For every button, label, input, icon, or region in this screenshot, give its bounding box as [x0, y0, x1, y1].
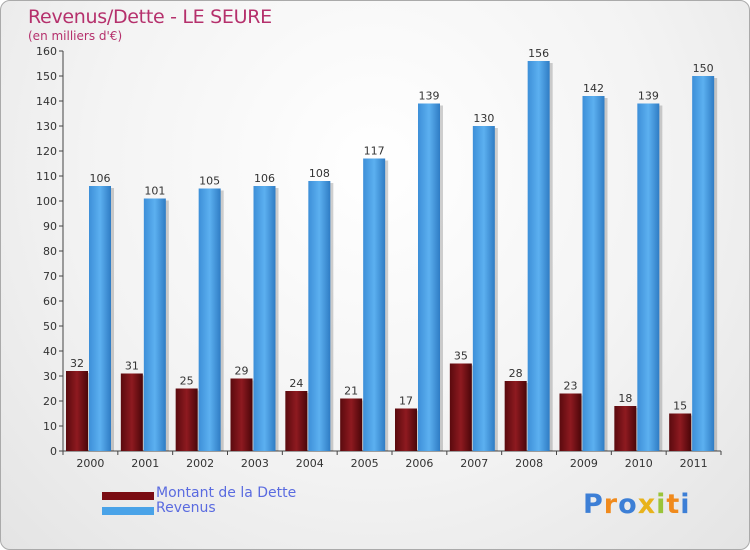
brand-letter: x	[637, 489, 657, 520]
y-tick-label: 90	[43, 220, 57, 233]
legend-swatch-debt	[102, 492, 154, 500]
data-label-debt: 17	[399, 395, 413, 408]
bar-revenus	[143, 198, 166, 451]
brand-letter: r	[603, 489, 619, 520]
data-label-revenus: 105	[199, 175, 220, 188]
y-tick-label: 80	[43, 245, 57, 258]
chart-title: Revenus/Dette - LE SEURE	[28, 6, 272, 28]
y-tick-label: 50	[43, 320, 57, 333]
bar-debt	[504, 381, 527, 451]
x-tick-label: 2003	[241, 457, 269, 470]
bar-debt	[340, 398, 363, 451]
x-tick-label: 2000	[76, 457, 104, 470]
bar-revenus	[89, 186, 111, 451]
data-label-debt: 18	[618, 392, 632, 405]
y-tick-label: 140	[36, 95, 57, 108]
brand-letter: i	[656, 489, 667, 520]
data-label-debt: 23	[564, 380, 578, 393]
x-tick-label: 2007	[460, 457, 488, 470]
data-label-revenus: 130	[473, 112, 494, 125]
chart-subtitle: (en milliers d'€)	[28, 29, 123, 43]
data-label-revenus: 106	[90, 172, 111, 185]
bar-debt	[614, 406, 637, 451]
bar-revenus	[363, 158, 386, 451]
bar-revenus	[418, 103, 440, 451]
brand-letter: o	[618, 489, 638, 520]
x-tick-label: 2010	[625, 457, 653, 470]
x-tick-label: 2001	[131, 457, 159, 470]
y-tick-label: 40	[43, 345, 57, 358]
legend-label-revenus: Revenus	[156, 500, 216, 516]
bar-debt	[559, 393, 582, 451]
y-tick-label: 100	[36, 195, 57, 208]
y-tick-label: 10	[43, 420, 57, 433]
data-label-debt: 35	[454, 350, 468, 363]
bar-debt	[66, 371, 88, 451]
bar-debt	[230, 378, 253, 451]
bar-debt	[669, 413, 692, 451]
y-tick-label: 120	[36, 145, 57, 158]
bar-debt	[285, 391, 308, 451]
bar-revenus	[637, 103, 660, 451]
bar-revenus	[472, 126, 495, 451]
data-label-revenus: 150	[693, 62, 714, 75]
x-tick-label: 2002	[186, 457, 214, 470]
data-label-revenus: 139	[419, 90, 440, 103]
legend-label-debt: Montant de la Dette	[156, 485, 297, 501]
data-label-debt: 24	[289, 377, 303, 390]
bar-debt	[175, 388, 198, 451]
bar-revenus	[527, 61, 550, 451]
legend-swatch-revenus	[102, 507, 154, 515]
brand-logo: Proxiti	[583, 489, 691, 520]
data-label-revenus: 108	[309, 167, 330, 180]
x-tick-label: 2009	[570, 457, 598, 470]
y-tick-label: 0	[50, 445, 57, 458]
bar-revenus	[692, 76, 715, 451]
data-label-debt: 25	[180, 375, 194, 388]
bar-revenus	[308, 181, 331, 451]
y-tick-label: 60	[43, 295, 57, 308]
y-tick-label: 20	[43, 395, 57, 408]
brand-letter: P	[583, 489, 604, 520]
x-tick-label: 2008	[515, 457, 543, 470]
y-tick-label: 160	[36, 45, 57, 58]
x-tick-label: 2006	[405, 457, 433, 470]
data-label-revenus: 139	[638, 90, 659, 103]
data-label-debt: 15	[673, 400, 687, 413]
bar-revenus	[582, 96, 605, 451]
y-tick-label: 70	[43, 270, 57, 283]
brand-letter: t	[666, 489, 681, 520]
bar-debt	[120, 373, 143, 451]
data-label-revenus: 106	[254, 172, 275, 185]
x-tick-label: 2011	[680, 457, 708, 470]
bar-debt	[395, 408, 417, 451]
bar-revenus	[198, 188, 221, 451]
y-tick-label: 30	[43, 370, 57, 383]
brand-letter: i	[680, 489, 691, 520]
y-tick-label: 130	[36, 120, 57, 133]
data-label-revenus: 101	[144, 185, 165, 198]
data-label-debt: 31	[125, 360, 139, 373]
data-label-revenus: 156	[528, 47, 549, 60]
y-tick-label: 110	[36, 170, 57, 183]
x-tick-label: 2004	[296, 457, 324, 470]
data-label-debt: 29	[235, 365, 249, 378]
data-label-debt: 21	[344, 385, 358, 398]
data-label-debt: 32	[70, 357, 84, 370]
x-tick-label: 2005	[351, 457, 379, 470]
data-label-revenus: 142	[583, 82, 604, 95]
data-label-debt: 28	[509, 367, 523, 380]
bar-debt	[449, 363, 472, 451]
bar-revenus	[253, 186, 276, 451]
y-tick-label: 150	[36, 70, 57, 83]
data-label-revenus: 117	[364, 145, 385, 158]
